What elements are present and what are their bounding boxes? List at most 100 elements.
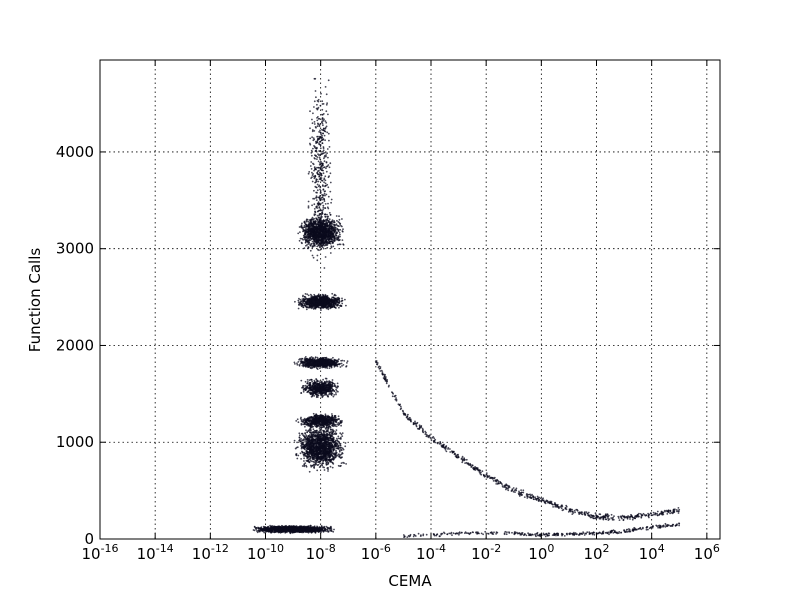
data-point bbox=[325, 436, 328, 439]
data-point bbox=[335, 388, 337, 391]
data-point bbox=[321, 418, 324, 421]
data-point bbox=[341, 435, 344, 437]
data-point bbox=[315, 463, 317, 465]
data-point bbox=[318, 415, 321, 418]
data-point bbox=[313, 454, 316, 457]
data-point bbox=[336, 447, 339, 449]
data-point bbox=[332, 452, 335, 454]
data-point bbox=[324, 381, 327, 384]
data-point bbox=[323, 469, 326, 471]
data-point bbox=[310, 433, 313, 436]
data-point bbox=[334, 418, 337, 421]
data-point bbox=[322, 448, 325, 451]
data-point bbox=[331, 413, 333, 415]
data-point bbox=[339, 444, 341, 447]
data-point bbox=[325, 425, 328, 427]
data-point bbox=[333, 424, 336, 426]
data-point bbox=[322, 436, 324, 439]
data-point bbox=[272, 529, 275, 531]
data-point bbox=[335, 445, 338, 448]
data-point bbox=[300, 528, 303, 531]
data-point bbox=[322, 429, 324, 432]
data-point bbox=[328, 459, 330, 462]
data-point bbox=[319, 389, 322, 392]
grid bbox=[100, 60, 720, 539]
data-point bbox=[285, 529, 288, 532]
data-point bbox=[307, 438, 310, 440]
data-point bbox=[334, 453, 336, 456]
data-point bbox=[281, 524, 283, 527]
data-point bbox=[309, 524, 312, 527]
data-point bbox=[329, 442, 332, 445]
data-point bbox=[314, 390, 316, 393]
data-point bbox=[310, 423, 313, 425]
data-point bbox=[317, 530, 320, 532]
data-point bbox=[316, 384, 318, 387]
data-point bbox=[264, 526, 266, 529]
data-point bbox=[340, 449, 343, 452]
data-point bbox=[323, 434, 326, 437]
data-point bbox=[307, 448, 310, 451]
data-point bbox=[318, 453, 321, 456]
data-point bbox=[332, 530, 335, 533]
data-point bbox=[259, 529, 261, 532]
data-point bbox=[256, 531, 259, 534]
data-point bbox=[316, 437, 318, 440]
data-point bbox=[326, 437, 329, 440]
data-point bbox=[312, 438, 315, 440]
data-point bbox=[305, 434, 308, 437]
data-point bbox=[306, 527, 309, 530]
data-point bbox=[309, 387, 312, 390]
data-point bbox=[296, 457, 299, 460]
data-point bbox=[328, 450, 331, 452]
data-point bbox=[306, 456, 309, 459]
data-point bbox=[305, 529, 308, 532]
data-point bbox=[327, 531, 330, 533]
data-point bbox=[280, 528, 282, 530]
data-point bbox=[309, 419, 312, 421]
data-point bbox=[307, 422, 310, 425]
data-point bbox=[326, 467, 329, 469]
data-point bbox=[329, 527, 332, 529]
data-point bbox=[303, 455, 305, 457]
data-point bbox=[330, 390, 333, 393]
data-point bbox=[306, 460, 309, 463]
data-point bbox=[309, 448, 311, 451]
data-point bbox=[316, 389, 319, 391]
data-point bbox=[342, 364, 345, 366]
data-point bbox=[297, 454, 300, 457]
data-point bbox=[281, 529, 284, 532]
data-point bbox=[326, 415, 329, 418]
data-point bbox=[319, 419, 322, 422]
data-point bbox=[315, 448, 317, 451]
data-point bbox=[308, 445, 311, 447]
data-point bbox=[312, 449, 315, 452]
data-point bbox=[337, 424, 340, 426]
data-point bbox=[319, 465, 322, 468]
data-point bbox=[338, 449, 341, 452]
data-point bbox=[329, 455, 332, 458]
data-point bbox=[332, 450, 335, 452]
data-point bbox=[335, 432, 338, 435]
data-point bbox=[341, 432, 344, 434]
data-point bbox=[305, 429, 307, 432]
data-point bbox=[341, 456, 343, 459]
data-point bbox=[345, 463, 347, 465]
data-point bbox=[325, 434, 328, 437]
data-point bbox=[321, 383, 324, 385]
data-point bbox=[304, 432, 307, 435]
data-point bbox=[338, 448, 340, 450]
data-point bbox=[308, 381, 311, 384]
data-point bbox=[336, 418, 339, 421]
data-point bbox=[303, 445, 305, 448]
data-point bbox=[318, 423, 321, 426]
data-point bbox=[323, 466, 325, 469]
data-point bbox=[304, 388, 307, 391]
data-point bbox=[326, 384, 329, 387]
data-point bbox=[327, 445, 330, 448]
data-point bbox=[310, 378, 313, 381]
data-point bbox=[323, 459, 325, 461]
data-point bbox=[298, 432, 301, 435]
data-point bbox=[331, 379, 334, 381]
